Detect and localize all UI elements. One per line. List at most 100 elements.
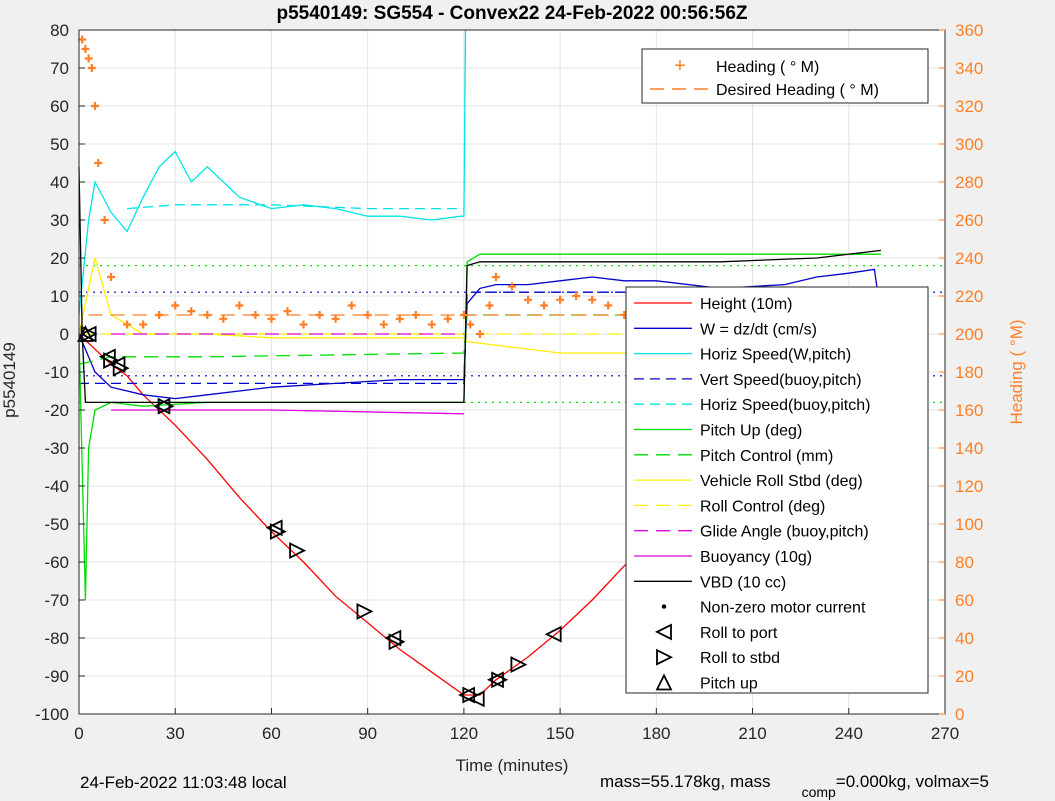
y-right-tick-label: 260 — [955, 211, 983, 230]
legend-entry-label: Vehicle Roll Stbd (deg) — [700, 473, 863, 490]
heading-point — [540, 301, 549, 310]
legend-marker-dot — [661, 604, 667, 609]
y-right-tick-label: 140 — [955, 439, 983, 458]
legend-top-box — [641, 48, 929, 104]
heading-point — [466, 320, 475, 329]
y-right-tick-label: 120 — [955, 477, 983, 496]
roll-to-port-marker — [544, 625, 562, 643]
heading-point — [235, 301, 244, 310]
heading-point — [78, 35, 87, 44]
y-right-tick-label: 320 — [955, 97, 983, 116]
x-tick-label: 120 — [450, 724, 478, 743]
legend-entry-label: Pitch Control (mm) — [700, 448, 833, 465]
heading-point — [475, 330, 484, 338]
roll-to-stbd-marker — [462, 686, 480, 704]
heading-point — [171, 301, 180, 310]
y-left-axis-ticks: -100-90-80-70-60-50-40-30-20-10010203040… — [35, 21, 85, 724]
footer-mass: mass=55.178kg, mass comp=0.000kg, volmax=… — [600, 772, 989, 800]
heading-point — [491, 273, 500, 281]
footer-comp-rest: =0.000kg, volmax=5 — [835, 772, 989, 791]
y-right-tick-label: 40 — [955, 629, 974, 648]
x-axis-ticks: 0 30 60 90 120 150 180 210 240 270 — [74, 708, 959, 743]
x-tick-label: 90 — [358, 724, 377, 743]
legend-entry-label: VBD (10 cc) — [700, 574, 786, 591]
y-left-tick-label: 10 — [50, 287, 69, 306]
series-line — [78, 29, 467, 316]
heading-point — [459, 311, 468, 319]
heading-point — [427, 320, 436, 329]
heading-point — [443, 314, 452, 323]
series-line — [78, 166, 881, 404]
heading-point — [299, 320, 308, 329]
legend-entry-label: Roll Control (deg) — [700, 498, 825, 515]
x-tick-label: 30 — [166, 724, 185, 743]
legend-marker-triangle — [654, 623, 672, 641]
y-left-tick-label: -30 — [44, 439, 69, 458]
y-right-tick-label: 340 — [955, 59, 983, 78]
legend-main: Height (10m) W = dz/dt (cm/s) Horiz Speed(… — [625, 286, 929, 694]
series-line — [79, 291, 881, 385]
series-line — [127, 204, 464, 210]
roll-to-stbd-marker — [491, 671, 509, 689]
legend-entry-label: Non-zero motor current — [700, 600, 866, 617]
legend-entry-label: Pitch Up (deg) — [700, 423, 802, 440]
roll-to-stbd-marker — [157, 397, 175, 415]
x-tick-label: 270 — [931, 724, 959, 743]
roll-to-port-marker — [265, 519, 283, 537]
heading-point — [315, 311, 324, 319]
footer-mass-text: mass=55.178kg, mass — [600, 772, 771, 791]
legend-top-heading-label: Heading ( ° M) — [716, 59, 819, 76]
roll-to-stbd-marker — [510, 656, 528, 674]
y-right-tick-label: 0 — [955, 705, 964, 724]
heading-point — [251, 311, 260, 319]
roll-to-stbd-marker — [103, 352, 121, 370]
y-left-tick-label: -90 — [44, 667, 69, 686]
roll-to-stbd-marker — [112, 359, 130, 377]
x-tick-label: 0 — [74, 724, 83, 743]
y-left-tick-label: -80 — [44, 629, 69, 648]
heading-point — [84, 54, 93, 63]
footer-comp-subscript: comp — [801, 784, 836, 800]
y-right-tick-label: 60 — [955, 591, 974, 610]
heading-point — [363, 311, 372, 319]
legend-entry-label: Pitch up — [700, 676, 758, 693]
x-tick-label: 60 — [262, 724, 281, 743]
y-left-tick-label: -70 — [44, 591, 69, 610]
y-right-tick-label: 200 — [955, 325, 983, 344]
heading-point — [588, 295, 597, 304]
y-left-tick-label: 20 — [50, 249, 69, 268]
heading-point — [379, 320, 388, 329]
heading-point — [411, 311, 420, 319]
y-axis-label-right: Heading ( °M) — [1007, 319, 1026, 424]
heading-point — [87, 64, 96, 72]
heading-point — [123, 320, 132, 329]
y-right-tick-label: 180 — [955, 363, 983, 382]
y-left-tick-label: -10 — [44, 363, 69, 382]
x-axis-label: Time (minutes) — [456, 756, 569, 775]
legend-entry-label: Roll to stbd — [700, 650, 780, 667]
roll-to-port-marker — [153, 397, 171, 415]
legend-top: + Heading ( ° M) Desired Heading ( ° M) — [641, 48, 929, 104]
heading-point — [283, 307, 292, 316]
roll-to-port-marker — [384, 629, 402, 647]
legend-main-box — [625, 286, 929, 694]
y-right-tick-label: 80 — [955, 553, 974, 572]
heading-point — [100, 216, 109, 224]
roll-to-stbd-marker — [388, 633, 406, 651]
heading-point — [139, 320, 148, 329]
y-left-tick-label: 30 — [50, 211, 69, 230]
heading-point — [219, 314, 228, 323]
heading-point — [267, 314, 276, 323]
legend-top-desired-label: Desired Heading ( ° M) — [716, 82, 879, 99]
roll-to-port-marker — [98, 348, 116, 366]
legend-entry-label: Roll to port — [700, 625, 778, 642]
legend-marker-triangle — [656, 648, 674, 666]
y-left-tick-label: -50 — [44, 515, 69, 534]
heading-point — [81, 45, 90, 53]
heading-point — [155, 311, 164, 319]
roll-to-port-marker — [486, 671, 504, 689]
y-axis-label-left: p5540149 — [0, 342, 19, 418]
heading-point — [556, 295, 565, 304]
heading-point — [107, 273, 116, 281]
